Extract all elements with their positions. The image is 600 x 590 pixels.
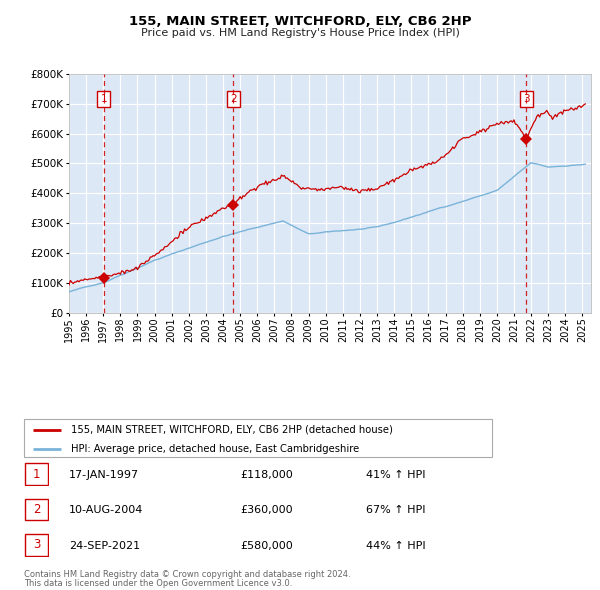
FancyBboxPatch shape	[24, 419, 492, 457]
Text: £118,000: £118,000	[240, 470, 293, 480]
Text: This data is licensed under the Open Government Licence v3.0.: This data is licensed under the Open Gov…	[24, 579, 292, 588]
Text: £360,000: £360,000	[240, 506, 293, 515]
FancyBboxPatch shape	[25, 534, 48, 556]
Text: 24-SEP-2021: 24-SEP-2021	[69, 541, 140, 550]
Text: 44% ↑ HPI: 44% ↑ HPI	[366, 541, 425, 550]
Text: 10-AUG-2004: 10-AUG-2004	[69, 506, 143, 515]
Text: 1: 1	[33, 468, 40, 481]
FancyBboxPatch shape	[25, 499, 48, 520]
Text: Contains HM Land Registry data © Crown copyright and database right 2024.: Contains HM Land Registry data © Crown c…	[24, 571, 350, 579]
Text: 1: 1	[101, 94, 107, 104]
Text: 41% ↑ HPI: 41% ↑ HPI	[366, 470, 425, 480]
Text: HPI: Average price, detached house, East Cambridgeshire: HPI: Average price, detached house, East…	[71, 444, 359, 454]
Text: 3: 3	[33, 539, 40, 552]
Text: 2: 2	[33, 503, 40, 516]
Text: Price paid vs. HM Land Registry's House Price Index (HPI): Price paid vs. HM Land Registry's House …	[140, 28, 460, 38]
FancyBboxPatch shape	[25, 463, 48, 485]
Text: 155, MAIN STREET, WITCHFORD, ELY, CB6 2HP: 155, MAIN STREET, WITCHFORD, ELY, CB6 2H…	[129, 15, 471, 28]
Text: 67% ↑ HPI: 67% ↑ HPI	[366, 506, 425, 515]
Text: 155, MAIN STREET, WITCHFORD, ELY, CB6 2HP (detached house): 155, MAIN STREET, WITCHFORD, ELY, CB6 2H…	[71, 425, 392, 435]
Text: 17-JAN-1997: 17-JAN-1997	[69, 470, 139, 480]
Text: 3: 3	[523, 94, 530, 104]
Text: £580,000: £580,000	[240, 541, 293, 550]
Text: 2: 2	[230, 94, 237, 104]
